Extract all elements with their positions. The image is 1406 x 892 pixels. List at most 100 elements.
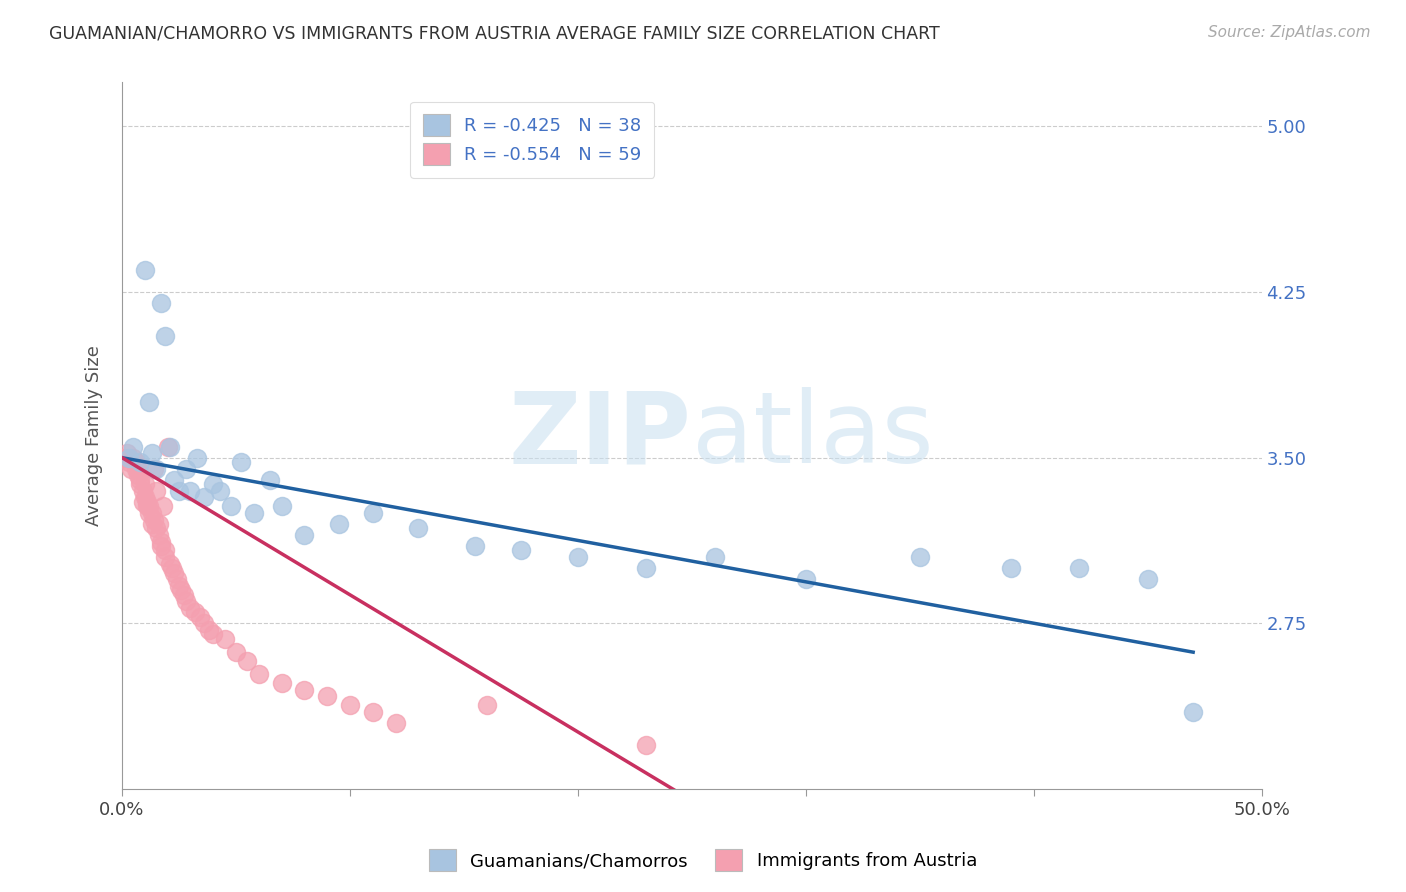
Point bbox=[328, 516, 350, 531]
Point bbox=[209, 483, 232, 498]
Point bbox=[149, 539, 172, 553]
Point bbox=[193, 616, 215, 631]
Point bbox=[197, 623, 219, 637]
Point bbox=[173, 588, 195, 602]
Point bbox=[908, 550, 931, 565]
Point bbox=[148, 528, 170, 542]
Point bbox=[475, 698, 498, 713]
Point bbox=[243, 506, 266, 520]
Point bbox=[361, 506, 384, 520]
Point bbox=[339, 698, 361, 713]
Point bbox=[155, 329, 177, 343]
Point bbox=[384, 715, 406, 730]
Point bbox=[160, 561, 183, 575]
Text: ZIP: ZIP bbox=[509, 387, 692, 484]
Point bbox=[202, 477, 225, 491]
Point bbox=[292, 528, 315, 542]
Point bbox=[142, 512, 165, 526]
Point bbox=[567, 550, 589, 565]
Point bbox=[1136, 572, 1159, 586]
Point bbox=[125, 455, 148, 469]
Point bbox=[149, 296, 172, 310]
Point bbox=[155, 543, 177, 558]
Point bbox=[179, 601, 201, 615]
Point bbox=[188, 609, 211, 624]
Point bbox=[115, 446, 138, 460]
Point bbox=[794, 572, 817, 586]
Point bbox=[136, 495, 159, 509]
Point bbox=[464, 539, 486, 553]
Point bbox=[316, 690, 339, 704]
Point bbox=[167, 579, 190, 593]
Point bbox=[145, 483, 167, 498]
Point bbox=[270, 500, 292, 514]
Point bbox=[186, 450, 208, 465]
Point bbox=[136, 500, 159, 514]
Point bbox=[131, 483, 153, 498]
Point bbox=[141, 506, 163, 520]
Point bbox=[163, 566, 186, 580]
Legend: R = -0.425   N = 38, R = -0.554   N = 59: R = -0.425 N = 38, R = -0.554 N = 59 bbox=[411, 102, 654, 178]
Point bbox=[167, 483, 190, 498]
Point bbox=[703, 550, 725, 565]
Point bbox=[125, 461, 148, 475]
Point bbox=[1182, 705, 1205, 719]
Legend: Guamanians/Chamorros, Immigrants from Austria: Guamanians/Chamorros, Immigrants from Au… bbox=[422, 842, 984, 879]
Point bbox=[127, 461, 149, 475]
Point bbox=[122, 440, 145, 454]
Point bbox=[214, 632, 236, 646]
Text: Source: ZipAtlas.com: Source: ZipAtlas.com bbox=[1208, 25, 1371, 40]
Point bbox=[361, 705, 384, 719]
Point bbox=[408, 521, 430, 535]
Point bbox=[134, 262, 156, 277]
Point bbox=[129, 455, 152, 469]
Point bbox=[179, 483, 201, 498]
Text: atlas: atlas bbox=[692, 387, 934, 484]
Point bbox=[120, 461, 142, 475]
Point bbox=[509, 543, 531, 558]
Point bbox=[156, 440, 179, 454]
Point bbox=[131, 495, 153, 509]
Point bbox=[141, 516, 163, 531]
Point bbox=[138, 500, 160, 514]
Point bbox=[166, 572, 188, 586]
Point bbox=[145, 521, 167, 535]
Point bbox=[193, 491, 215, 505]
Point bbox=[152, 500, 174, 514]
Point bbox=[174, 594, 197, 608]
Point bbox=[159, 557, 181, 571]
Point bbox=[184, 606, 207, 620]
Point bbox=[155, 550, 177, 565]
Point bbox=[129, 473, 152, 487]
Point bbox=[236, 654, 259, 668]
Point bbox=[292, 682, 315, 697]
Point bbox=[134, 491, 156, 505]
Point bbox=[138, 395, 160, 409]
Point bbox=[636, 561, 658, 575]
Point bbox=[259, 473, 281, 487]
Point bbox=[225, 645, 247, 659]
Point bbox=[221, 500, 243, 514]
Point bbox=[145, 461, 167, 475]
Point bbox=[270, 676, 292, 690]
Point bbox=[134, 477, 156, 491]
Point bbox=[247, 667, 270, 681]
Point bbox=[141, 446, 163, 460]
Point bbox=[170, 583, 193, 598]
Point bbox=[122, 450, 145, 465]
Point bbox=[138, 506, 160, 520]
Point bbox=[636, 738, 658, 752]
Point bbox=[159, 440, 181, 454]
Point bbox=[127, 468, 149, 483]
Point bbox=[1069, 561, 1091, 575]
Point bbox=[129, 477, 152, 491]
Point bbox=[118, 450, 141, 465]
Point bbox=[174, 461, 197, 475]
Point bbox=[163, 473, 186, 487]
Point bbox=[229, 455, 252, 469]
Point bbox=[1000, 561, 1022, 575]
Y-axis label: Average Family Size: Average Family Size bbox=[86, 345, 103, 526]
Point bbox=[142, 461, 165, 475]
Text: GUAMANIAN/CHAMORRO VS IMMIGRANTS FROM AUSTRIA AVERAGE FAMILY SIZE CORRELATION CH: GUAMANIAN/CHAMORRO VS IMMIGRANTS FROM AU… bbox=[49, 25, 941, 43]
Point bbox=[118, 455, 141, 469]
